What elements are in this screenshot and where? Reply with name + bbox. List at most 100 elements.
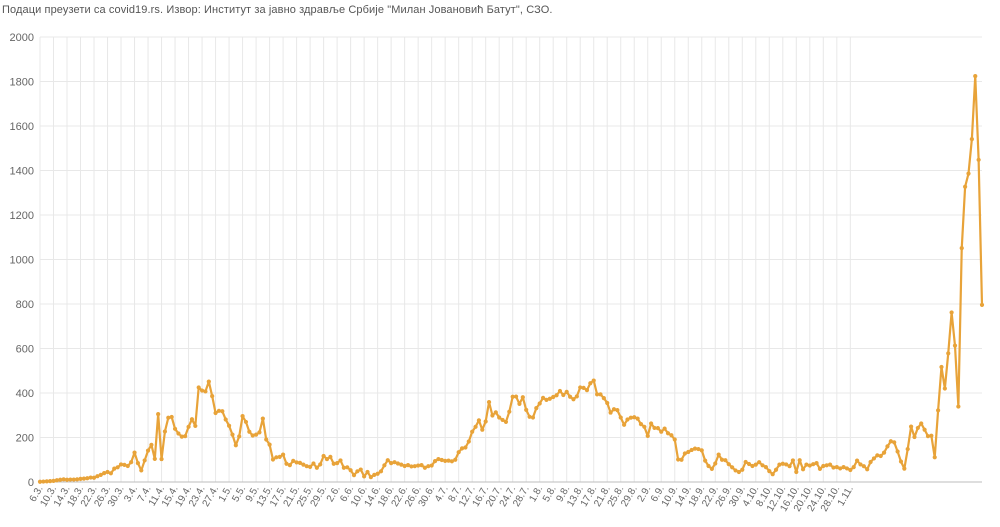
data-point [665, 431, 671, 436]
data-point [608, 410, 613, 415]
data-point [321, 453, 326, 459]
data-point [449, 459, 455, 464]
data-point [952, 343, 958, 348]
data-point [919, 421, 924, 426]
data-point [645, 433, 650, 439]
data-point [270, 457, 276, 462]
data-point [470, 429, 475, 434]
data-point [223, 417, 228, 422]
data-point [865, 467, 870, 472]
data-point [561, 392, 566, 398]
data-point [703, 458, 708, 463]
data-point [949, 310, 954, 315]
data-point [61, 477, 66, 482]
data-point [456, 450, 461, 455]
data-point [638, 422, 644, 427]
data-point [743, 459, 748, 465]
data-point [368, 475, 373, 480]
data-point [145, 448, 151, 453]
data-point [405, 462, 411, 468]
data-point [264, 437, 269, 442]
data-point [642, 424, 647, 429]
data-point [112, 466, 117, 471]
data-point [655, 426, 660, 431]
data-point [159, 456, 164, 462]
data-point [439, 457, 444, 463]
data-point [118, 462, 124, 467]
data-point [898, 459, 904, 464]
data-point [834, 464, 839, 470]
data-point [959, 246, 964, 251]
data-point [878, 453, 883, 459]
data-point [216, 408, 222, 413]
data-point [551, 394, 556, 400]
data-point [750, 463, 755, 469]
data-point [37, 479, 43, 484]
data-point [139, 468, 144, 473]
data-point [71, 477, 76, 482]
data-point [91, 475, 97, 480]
data-point [527, 414, 532, 419]
data-point [969, 137, 974, 142]
data-point [659, 429, 664, 434]
data-point [540, 395, 546, 400]
data-point [372, 472, 377, 477]
y-tick-label: 1800 [10, 77, 34, 89]
data-point [409, 464, 414, 469]
data-point [861, 464, 866, 469]
data-point [709, 466, 714, 471]
data-point [760, 463, 765, 468]
data-point [909, 424, 914, 429]
data-point [453, 457, 458, 462]
data-point [713, 461, 718, 466]
data-point [335, 460, 340, 466]
data-point [189, 417, 195, 422]
data-point [716, 452, 721, 457]
data-point [662, 426, 667, 431]
data-point [105, 469, 110, 475]
data-point [649, 421, 654, 426]
data-point [976, 157, 981, 162]
data-point [588, 381, 593, 386]
data-point [963, 184, 968, 189]
data-point [956, 404, 961, 409]
data-point [311, 461, 316, 466]
data-point [973, 74, 978, 79]
data-point [858, 462, 863, 467]
data-point [584, 388, 590, 393]
data-point [851, 464, 856, 470]
data-point [429, 463, 434, 468]
data-point [257, 430, 262, 435]
data-point [54, 478, 59, 483]
data-point [375, 471, 380, 476]
data-point [848, 467, 853, 473]
data-point [186, 424, 191, 429]
data-point [240, 414, 245, 419]
data-point [784, 462, 789, 467]
data-point [281, 452, 286, 457]
data-point [686, 449, 691, 455]
data-point [395, 461, 400, 466]
data-point [58, 477, 63, 482]
data-point [149, 442, 154, 447]
data-point [753, 462, 758, 467]
data-point [98, 472, 103, 477]
data-point [611, 407, 617, 412]
data-point [206, 379, 211, 384]
data-point [95, 474, 100, 479]
data-point [156, 412, 161, 417]
data-point [132, 450, 137, 455]
data-point [41, 479, 46, 484]
data-point [902, 466, 907, 471]
data-point [250, 433, 255, 438]
data-point [696, 446, 701, 452]
data-point [520, 395, 525, 400]
data-point [682, 451, 687, 456]
data-point [226, 423, 232, 428]
data-point [740, 467, 745, 472]
data-point [378, 469, 384, 474]
data-point [598, 392, 603, 397]
data-point [892, 440, 897, 445]
data-point [274, 455, 279, 460]
data-point [490, 413, 495, 418]
